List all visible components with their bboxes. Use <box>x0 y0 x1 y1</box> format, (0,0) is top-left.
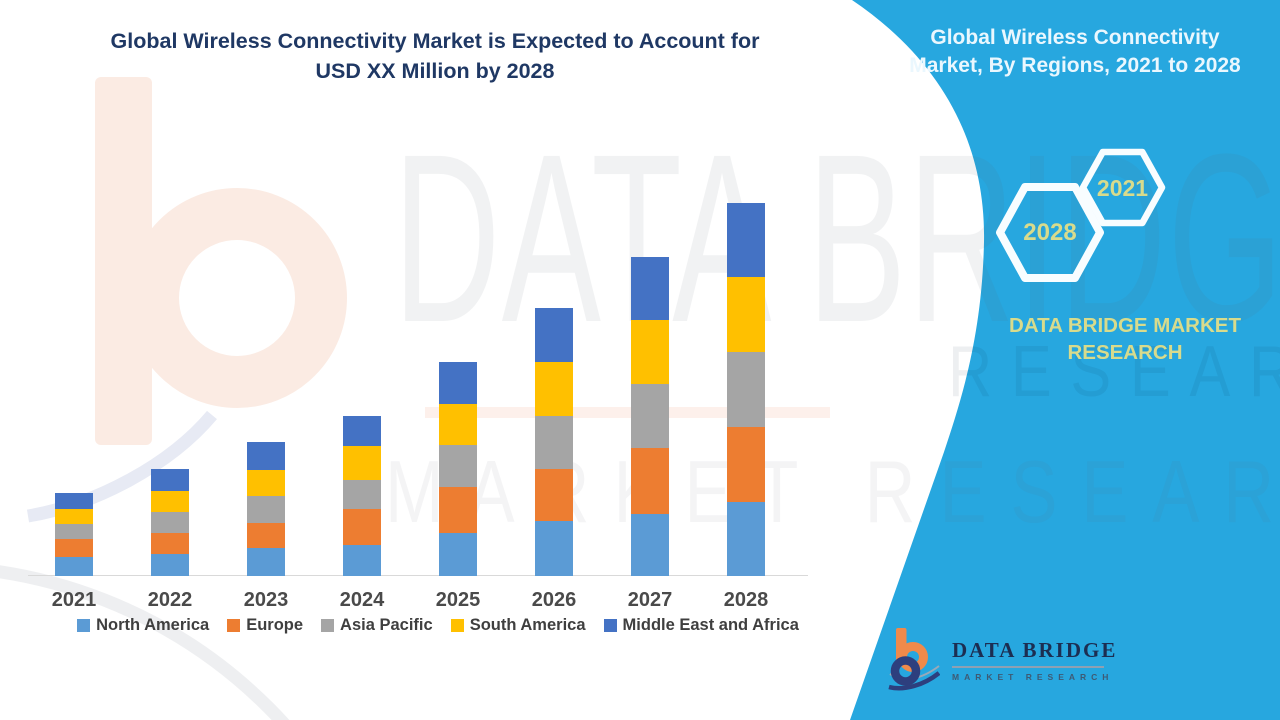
bar-segment-middle-east-and-africa <box>247 442 285 470</box>
chart-title-line2: USD XX Million by 2028 <box>315 58 555 83</box>
bar-2025 <box>439 362 477 576</box>
bar-segment-south-america <box>55 509 93 524</box>
bar-segment-europe <box>55 539 93 557</box>
hexagon-2021-label: 2021 <box>1096 175 1149 201</box>
brand-line2: RESEARCH <box>1067 341 1183 365</box>
x-axis-label-2026: 2026 <box>531 589 577 611</box>
bar-2024 <box>343 416 381 576</box>
bar-segment-europe <box>343 509 381 545</box>
bar-segment-middle-east-and-africa <box>55 493 93 509</box>
legend-swatch-south-america <box>450 619 464 632</box>
bar-2026 <box>535 308 573 576</box>
bar-segment-middle-east-and-africa <box>535 308 573 362</box>
bar-segment-north-america <box>727 502 765 576</box>
bar-2028 <box>727 203 765 576</box>
bar-segment-middle-east-and-africa <box>631 257 669 320</box>
legend-swatch-middle-east-and-africa <box>603 619 617 632</box>
footer-logo-subtitle: MARKET RESEARCH <box>952 671 1114 682</box>
hexagon-2028-label: 2028 <box>1023 219 1077 246</box>
bar-segment-asia-pacific <box>247 496 285 523</box>
bar-segment-asia-pacific <box>439 445 477 487</box>
x-axis-line <box>28 575 808 576</box>
legend-item-north-america: North America <box>77 616 209 635</box>
bar-segment-asia-pacific <box>55 524 93 539</box>
x-axis-label-2024: 2024 <box>339 589 385 611</box>
footer-logo-text: DATA BRIDGE MARKET RESEARCH <box>952 626 1117 682</box>
bar-2027 <box>631 257 669 576</box>
side-panel-title: Global Wireless Connectivity Market, By … <box>875 24 1275 80</box>
x-axis-label-2027: 2027 <box>627 589 673 611</box>
footer-logo-name: DATA BRIDGE <box>952 638 1118 662</box>
legend-label-europe: Europe <box>246 616 304 634</box>
x-axis-label-2022: 2022 <box>147 589 193 611</box>
bar-segment-south-america <box>727 277 765 352</box>
hexagon-badges <box>996 148 1166 282</box>
legend-swatch-north-america <box>77 619 91 632</box>
side-panel-title-line2: Market, By Regions, 2021 to 2028 <box>909 53 1241 77</box>
chart-title: Global Wireless Connectivity Market is E… <box>60 27 810 86</box>
bar-segment-europe <box>727 427 765 502</box>
bar-2021 <box>55 493 93 576</box>
bar-segment-europe <box>439 487 477 533</box>
bar-segment-asia-pacific <box>535 416 573 469</box>
legend-label-north-america: North America <box>96 616 210 634</box>
bar-segment-south-america <box>247 470 285 496</box>
legend-item-middle-east-and-africa: Middle East and Africa <box>603 616 799 635</box>
x-axis-label-2021: 2021 <box>51 589 97 611</box>
legend-item-europe: Europe <box>227 616 303 635</box>
data-bridge-logo-icon <box>888 628 940 691</box>
data-bridge-b-watermark <box>26 77 347 523</box>
bar-segment-south-america <box>439 404 477 445</box>
x-axis-label-2025: 2025 <box>435 589 481 611</box>
side-panel-title-line1: Global Wireless Connectivity <box>930 26 1220 49</box>
bar-segment-north-america <box>151 554 189 576</box>
bar-segment-middle-east-and-africa <box>343 416 381 446</box>
hexagon-2021-outline <box>1079 148 1166 227</box>
hexagon-2028-outline <box>996 183 1104 282</box>
legend-label-middle-east-and-africa: Middle East and Africa <box>622 616 799 634</box>
watermark-swoosh-stripe <box>425 407 830 418</box>
brand-line1: DATA BRIDGE MARKET <box>1009 314 1241 337</box>
bar-segment-north-america <box>247 548 285 576</box>
footer-logo: DATA BRIDGE MARKET RESEARCH <box>888 626 1117 696</box>
x-axis-label-2028: 2028 <box>723 589 769 611</box>
bar-segment-south-america <box>151 491 189 512</box>
legend-item-asia-pacific: Asia Pacific <box>321 616 433 635</box>
bar-segment-asia-pacific <box>727 352 765 427</box>
bar-segment-asia-pacific <box>343 480 381 509</box>
bar-segment-north-america <box>55 557 93 576</box>
footer-logo-divider <box>952 666 1104 668</box>
legend-item-south-america: South America <box>450 616 586 635</box>
legend-swatch-asia-pacific <box>321 619 335 632</box>
bar-segment-south-america <box>535 362 573 416</box>
bar-segment-north-america <box>343 545 381 576</box>
bar-2022 <box>151 469 189 576</box>
bar-segment-north-america <box>535 521 573 576</box>
bar-segment-south-america <box>343 446 381 480</box>
legend-label-south-america: South America <box>469 616 586 634</box>
bar-segment-middle-east-and-africa <box>151 469 189 491</box>
bar-segment-middle-east-and-africa <box>727 203 765 277</box>
bar-segment-asia-pacific <box>631 384 669 448</box>
chart-title-line1: Global Wireless Connectivity Market is E… <box>110 29 760 53</box>
bar-segment-north-america <box>439 533 477 576</box>
bar-segment-europe <box>151 533 189 554</box>
bar-segment-south-america <box>631 320 669 384</box>
bar-segment-north-america <box>631 514 669 576</box>
bar-2023 <box>247 442 285 576</box>
bar-segment-asia-pacific <box>151 512 189 533</box>
legend-label-asia-pacific: Asia Pacific <box>340 616 433 634</box>
x-axis-label-2023: 2023 <box>243 589 289 611</box>
legend-swatch-europe <box>227 619 241 632</box>
bar-segment-europe <box>631 448 669 514</box>
bar-segment-europe <box>247 523 285 548</box>
brand-wordmark: DATA BRIDGE MARKET RESEARCH <box>950 312 1280 366</box>
bar-segment-europe <box>535 469 573 521</box>
bar-segment-middle-east-and-africa <box>439 362 477 404</box>
legend: North America Europe Asia Pacific South Ame… <box>28 616 848 635</box>
